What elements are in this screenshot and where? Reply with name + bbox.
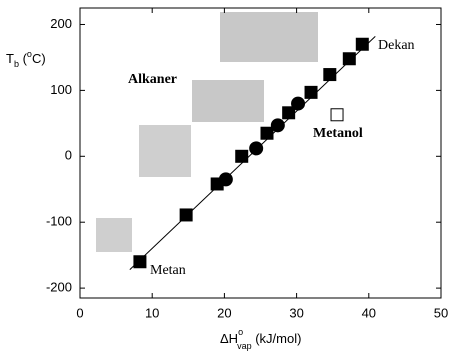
y-tick-label: 100 xyxy=(50,82,72,97)
x-axis-label: ΔHo vap (kJ/mol) xyxy=(220,327,301,351)
point xyxy=(261,127,273,139)
photo xyxy=(220,12,318,62)
point xyxy=(283,107,295,119)
y-tick-label: 0 xyxy=(65,148,72,163)
x-label-part: o xyxy=(238,327,243,337)
y-tick-label: -200 xyxy=(46,280,72,295)
point xyxy=(180,209,192,221)
photo xyxy=(139,125,191,177)
point xyxy=(134,256,146,268)
x-tick-label: 0 xyxy=(76,305,83,320)
annotation: Dekan xyxy=(378,38,415,53)
y-axis-label: Tb (oC) xyxy=(6,49,46,69)
point xyxy=(331,109,343,121)
annotation: Metanol xyxy=(313,126,363,141)
x-tick-label: 50 xyxy=(434,305,448,320)
x-tick-label: 40 xyxy=(362,305,376,320)
point xyxy=(219,173,232,186)
y-tick-label: 200 xyxy=(50,16,72,31)
x-tick-label: 20 xyxy=(217,305,231,320)
y-tick-label: -100 xyxy=(46,214,72,229)
photo xyxy=(96,218,132,252)
point xyxy=(271,119,284,132)
point xyxy=(343,53,355,65)
y-label-part: C) xyxy=(32,51,46,66)
point xyxy=(292,97,305,110)
annotation: Metan xyxy=(150,263,186,278)
y-label-part: T xyxy=(6,51,14,66)
point xyxy=(250,142,263,155)
x-label-part: (kJ/mol) xyxy=(252,331,302,346)
point xyxy=(305,86,317,98)
x-tick-label: 30 xyxy=(289,305,303,320)
point xyxy=(236,150,248,162)
point xyxy=(356,38,368,50)
annotation: Alkaner xyxy=(128,72,177,87)
point xyxy=(324,69,336,81)
chart: 0 10 20 30 40 50 -200 -100 0 100 200 Alkaner Metan… xyxy=(0,0,455,357)
x-label-part: vap xyxy=(237,341,252,351)
photo xyxy=(192,80,264,122)
x-tick-label: 10 xyxy=(145,305,159,320)
x-label-part: ΔH xyxy=(220,331,238,346)
